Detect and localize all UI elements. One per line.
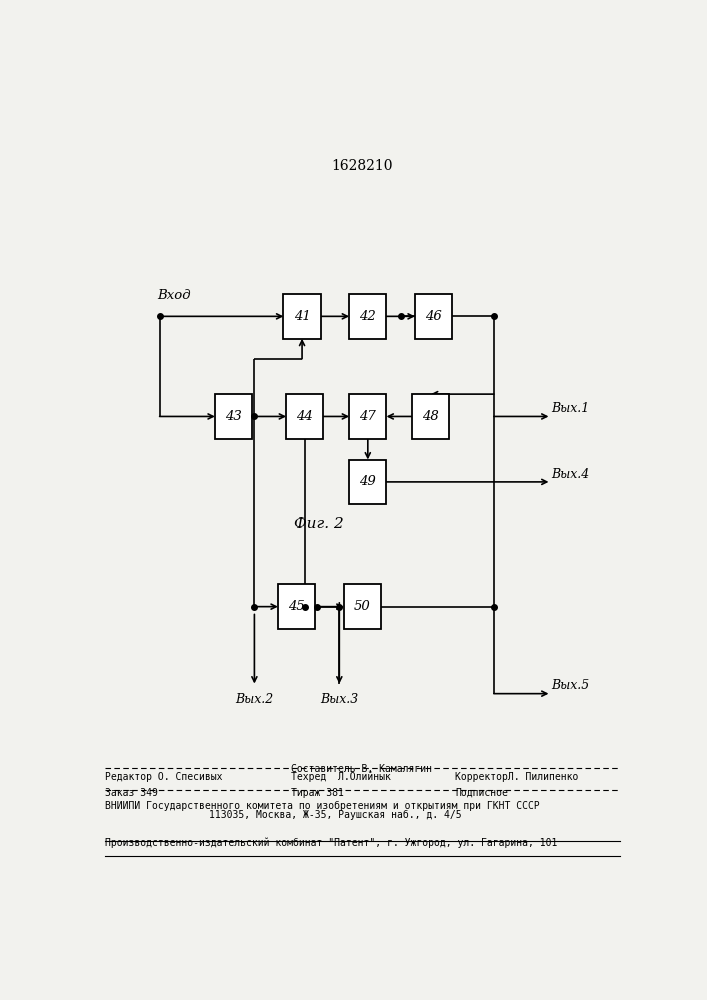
Text: 48: 48: [423, 410, 439, 423]
Text: Подписное: Подписное: [455, 788, 508, 798]
FancyBboxPatch shape: [215, 394, 252, 439]
Text: ВНИИПИ Государственного комитета по изобретениям и открытиям при ГКНТ СССР: ВНИИПИ Государственного комитета по изоб…: [105, 801, 539, 811]
FancyBboxPatch shape: [344, 584, 381, 629]
FancyBboxPatch shape: [349, 460, 387, 504]
Text: Вых.5: Вых.5: [551, 679, 590, 692]
Text: 1628210: 1628210: [332, 159, 393, 173]
Text: Вход: Вход: [157, 289, 190, 302]
Text: Вых.2: Вых.2: [235, 693, 274, 706]
Text: КорректорЛ. Пилипенко: КорректорЛ. Пилипенко: [455, 772, 579, 782]
Text: Производственно-издательский комбинат "Патент", г. Ужгород, ул. Гагарина, 101: Производственно-издательский комбинат "П…: [105, 838, 557, 848]
Text: 113035, Москва, Ж-35, Раушская наб., д. 4/5: 113035, Москва, Ж-35, Раушская наб., д. …: [209, 810, 462, 820]
FancyBboxPatch shape: [349, 394, 387, 439]
Text: 45: 45: [288, 600, 305, 613]
Text: 49: 49: [359, 475, 376, 488]
Text: Заказ 349: Заказ 349: [105, 788, 158, 798]
Text: 46: 46: [425, 310, 442, 323]
Text: Вых.1: Вых.1: [551, 402, 590, 415]
FancyBboxPatch shape: [278, 584, 315, 629]
Text: Составитель В. Камалягин: Составитель В. Камалягин: [291, 764, 432, 774]
Text: 47: 47: [359, 410, 376, 423]
FancyBboxPatch shape: [415, 294, 452, 339]
Text: Вых.4: Вых.4: [551, 468, 590, 481]
Text: 50: 50: [354, 600, 370, 613]
Text: Вых.3: Вых.3: [320, 693, 358, 706]
FancyBboxPatch shape: [286, 394, 323, 439]
Text: 42: 42: [359, 310, 376, 323]
Text: Фиг. 2: Фиг. 2: [293, 517, 344, 531]
Text: Тираж 381: Тираж 381: [291, 788, 344, 798]
Text: Техред  Л.Олийнык: Техред Л.Олийнык: [291, 772, 391, 782]
Text: 43: 43: [226, 410, 242, 423]
Text: 44: 44: [296, 410, 313, 423]
Text: Редактор О. Спесивых: Редактор О. Спесивых: [105, 772, 222, 782]
FancyBboxPatch shape: [349, 294, 387, 339]
FancyBboxPatch shape: [412, 394, 450, 439]
FancyBboxPatch shape: [284, 294, 321, 339]
Text: 41: 41: [293, 310, 310, 323]
